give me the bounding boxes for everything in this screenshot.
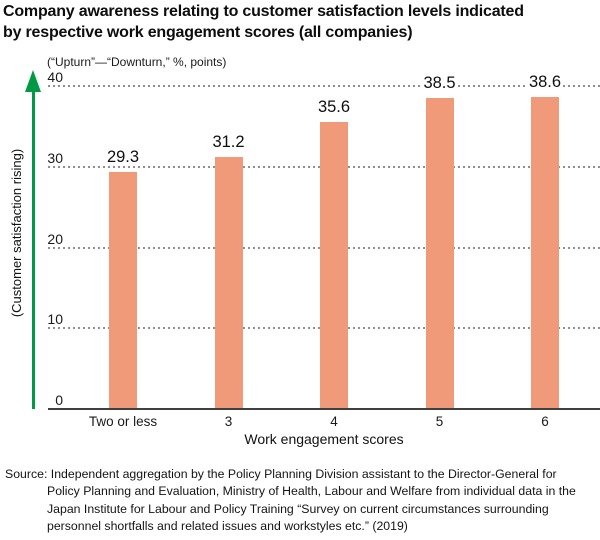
x-tick-label: 6 — [541, 414, 549, 429]
bar-value-label: 38.6 — [526, 73, 564, 92]
x-tick-label: 3 — [224, 414, 233, 429]
gridline-y40 — [48, 85, 600, 87]
x-tick-label: Two or less — [88, 414, 158, 429]
x-axis-title: Work engagement scores — [244, 431, 404, 447]
chart-title: Company awareness relating to customer s… — [3, 1, 524, 43]
y-tick-label-40: 40 — [47, 69, 63, 85]
chart-title-line1: Company awareness relating to customer s… — [3, 3, 524, 20]
source-line: Japan Institute for Labour and Policy Tr… — [47, 501, 549, 516]
bar-5 — [425, 98, 454, 409]
y-tick-label-0: 0 — [55, 392, 63, 408]
source-line: personnel shortfalls and related issues … — [47, 518, 408, 533]
bar-4 — [320, 121, 348, 409]
bar-two-or-less — [109, 172, 137, 409]
x-axis-line — [48, 408, 600, 410]
chart-title-line2: by respective work engagement scores (al… — [3, 24, 413, 41]
bar-value-label: 38.5 — [421, 74, 458, 93]
x-tick-label: 4 — [330, 414, 338, 429]
source-line: Source: Independent aggregation by the P… — [5, 467, 557, 481]
y-axis-arrow-shaft — [32, 88, 35, 409]
chart-subtitle: (“Upturn”—“Downturn,” %, points) — [47, 55, 227, 69]
bar-value-label: 29.3 — [104, 148, 142, 167]
bar-value-label: 35.6 — [315, 97, 353, 116]
y-tick-label-10: 10 — [47, 311, 63, 328]
bar-3 — [214, 157, 243, 409]
source-line: Policy Planning and Evaluation, Ministry… — [47, 484, 576, 499]
source-note: Source: Independent aggregation by the P… — [5, 466, 595, 535]
y-tick-label-30: 30 — [47, 149, 63, 166]
x-tick-label: 5 — [435, 414, 444, 429]
y-axis-arrowhead-icon — [25, 70, 41, 92]
bar-value-label: 31.2 — [210, 133, 247, 152]
bar-6 — [531, 97, 559, 409]
y-tick-label-20: 20 — [47, 230, 63, 247]
